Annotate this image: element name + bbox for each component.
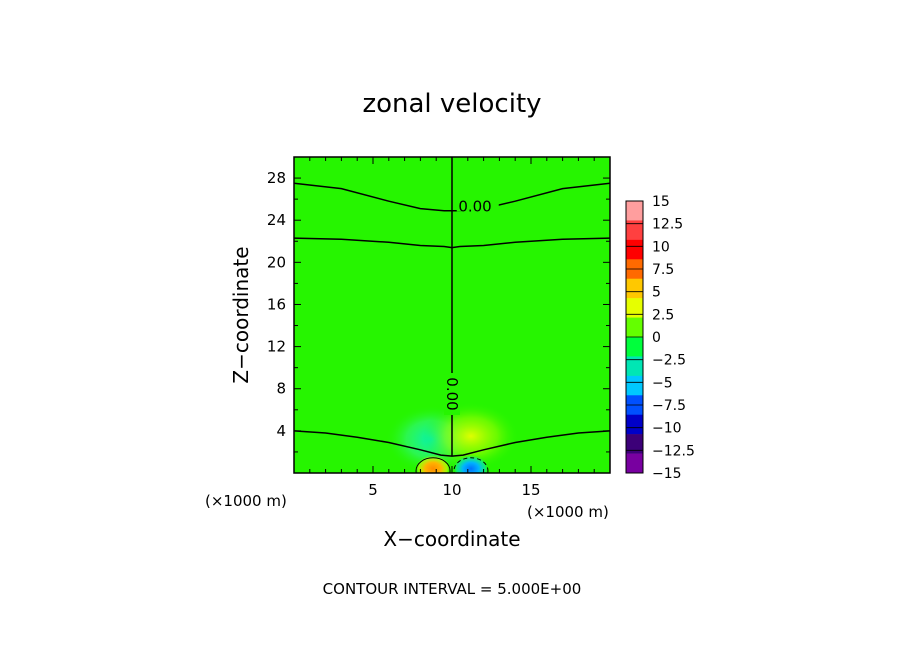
- colorbar-swatch: [626, 434, 643, 454]
- colorbar-label: −15: [652, 466, 682, 482]
- contour-layer: [294, 157, 610, 457]
- x-tick-label: 5: [368, 481, 378, 499]
- anomaly-contour-1: [453, 457, 489, 473]
- y-tick-label: 8: [276, 380, 286, 398]
- contour-label-bg: [444, 373, 460, 415]
- chart-title: zonal velocity: [362, 89, 541, 119]
- colorbar-label: −10: [652, 421, 682, 437]
- colorbar-label: −7.5: [652, 398, 686, 414]
- colorbar-label: 5: [652, 285, 661, 301]
- contour-label: 0.00: [443, 377, 461, 410]
- colorbar-label: −5: [652, 375, 673, 391]
- colorbar-label: 0: [652, 330, 661, 346]
- colorbar-swatch: [626, 239, 643, 260]
- colorbar-swatch: [626, 278, 643, 299]
- colorbar-swatch: [626, 375, 643, 396]
- contour-labels: 0.00 0.00: [443, 193, 499, 415]
- colorbar-swatch: [626, 220, 643, 241]
- colorbar-label: −12.5: [652, 443, 695, 459]
- x-tick-label: 15: [521, 481, 540, 499]
- contour-label: 0.00: [458, 198, 491, 216]
- axis-ticks: 5 10 15 4 8 12 16 20 24 28: [267, 157, 610, 499]
- colorbar-label: 12.5: [652, 217, 683, 233]
- x-axis-label: X−coordinate: [383, 527, 520, 551]
- anomaly-contour-0: [415, 457, 451, 473]
- anomaly-blob-0: [415, 454, 452, 473]
- y-tick-label: 16: [267, 295, 286, 313]
- y-tick-label: 28: [267, 169, 286, 187]
- colorbar-label: 2.5: [652, 307, 674, 323]
- x-unit-label-right: (×1000 m): [527, 503, 609, 521]
- colorbar-swatch: [626, 356, 643, 377]
- x-unit-label: (×1000 m): [205, 492, 287, 510]
- colorbar-label: −2.5: [652, 353, 686, 369]
- colorbar: 15 12.5 10 7.5 5 2.5 0 −2.5 −5 −7.5 −10 −12.5 −15: [625, 194, 695, 482]
- anomaly-blob-2: [422, 402, 519, 471]
- y-tick-label: 24: [267, 211, 286, 229]
- y-tick-label: 4: [276, 422, 286, 440]
- x-tick-label: 10: [442, 481, 461, 499]
- colorbar-swatch: [626, 298, 643, 318]
- anomaly-blob-1: [452, 454, 489, 473]
- y-tick-label: 12: [267, 338, 286, 356]
- contour-interval: CONTOUR INTERVAL = 5.000E+00: [323, 580, 582, 598]
- colorbar-swatch: [626, 317, 643, 338]
- colorbar-swatch: [626, 201, 643, 221]
- colorbar-label: 7.5: [652, 262, 674, 278]
- colorbar-label: 10: [652, 239, 670, 255]
- colorbar-label: 15: [652, 194, 670, 210]
- colorbar-swatch: [626, 453, 643, 474]
- y-axis-label: Z−coordinate: [229, 246, 253, 383]
- contour-label-bg: [456, 193, 499, 212]
- colorbar-swatch: [626, 337, 643, 357]
- y-tick-label: 20: [267, 253, 286, 271]
- colorbar-swatch: [626, 414, 643, 435]
- plot-area: 5 10 15 4 8 12 16 20 24 28: [267, 156, 611, 499]
